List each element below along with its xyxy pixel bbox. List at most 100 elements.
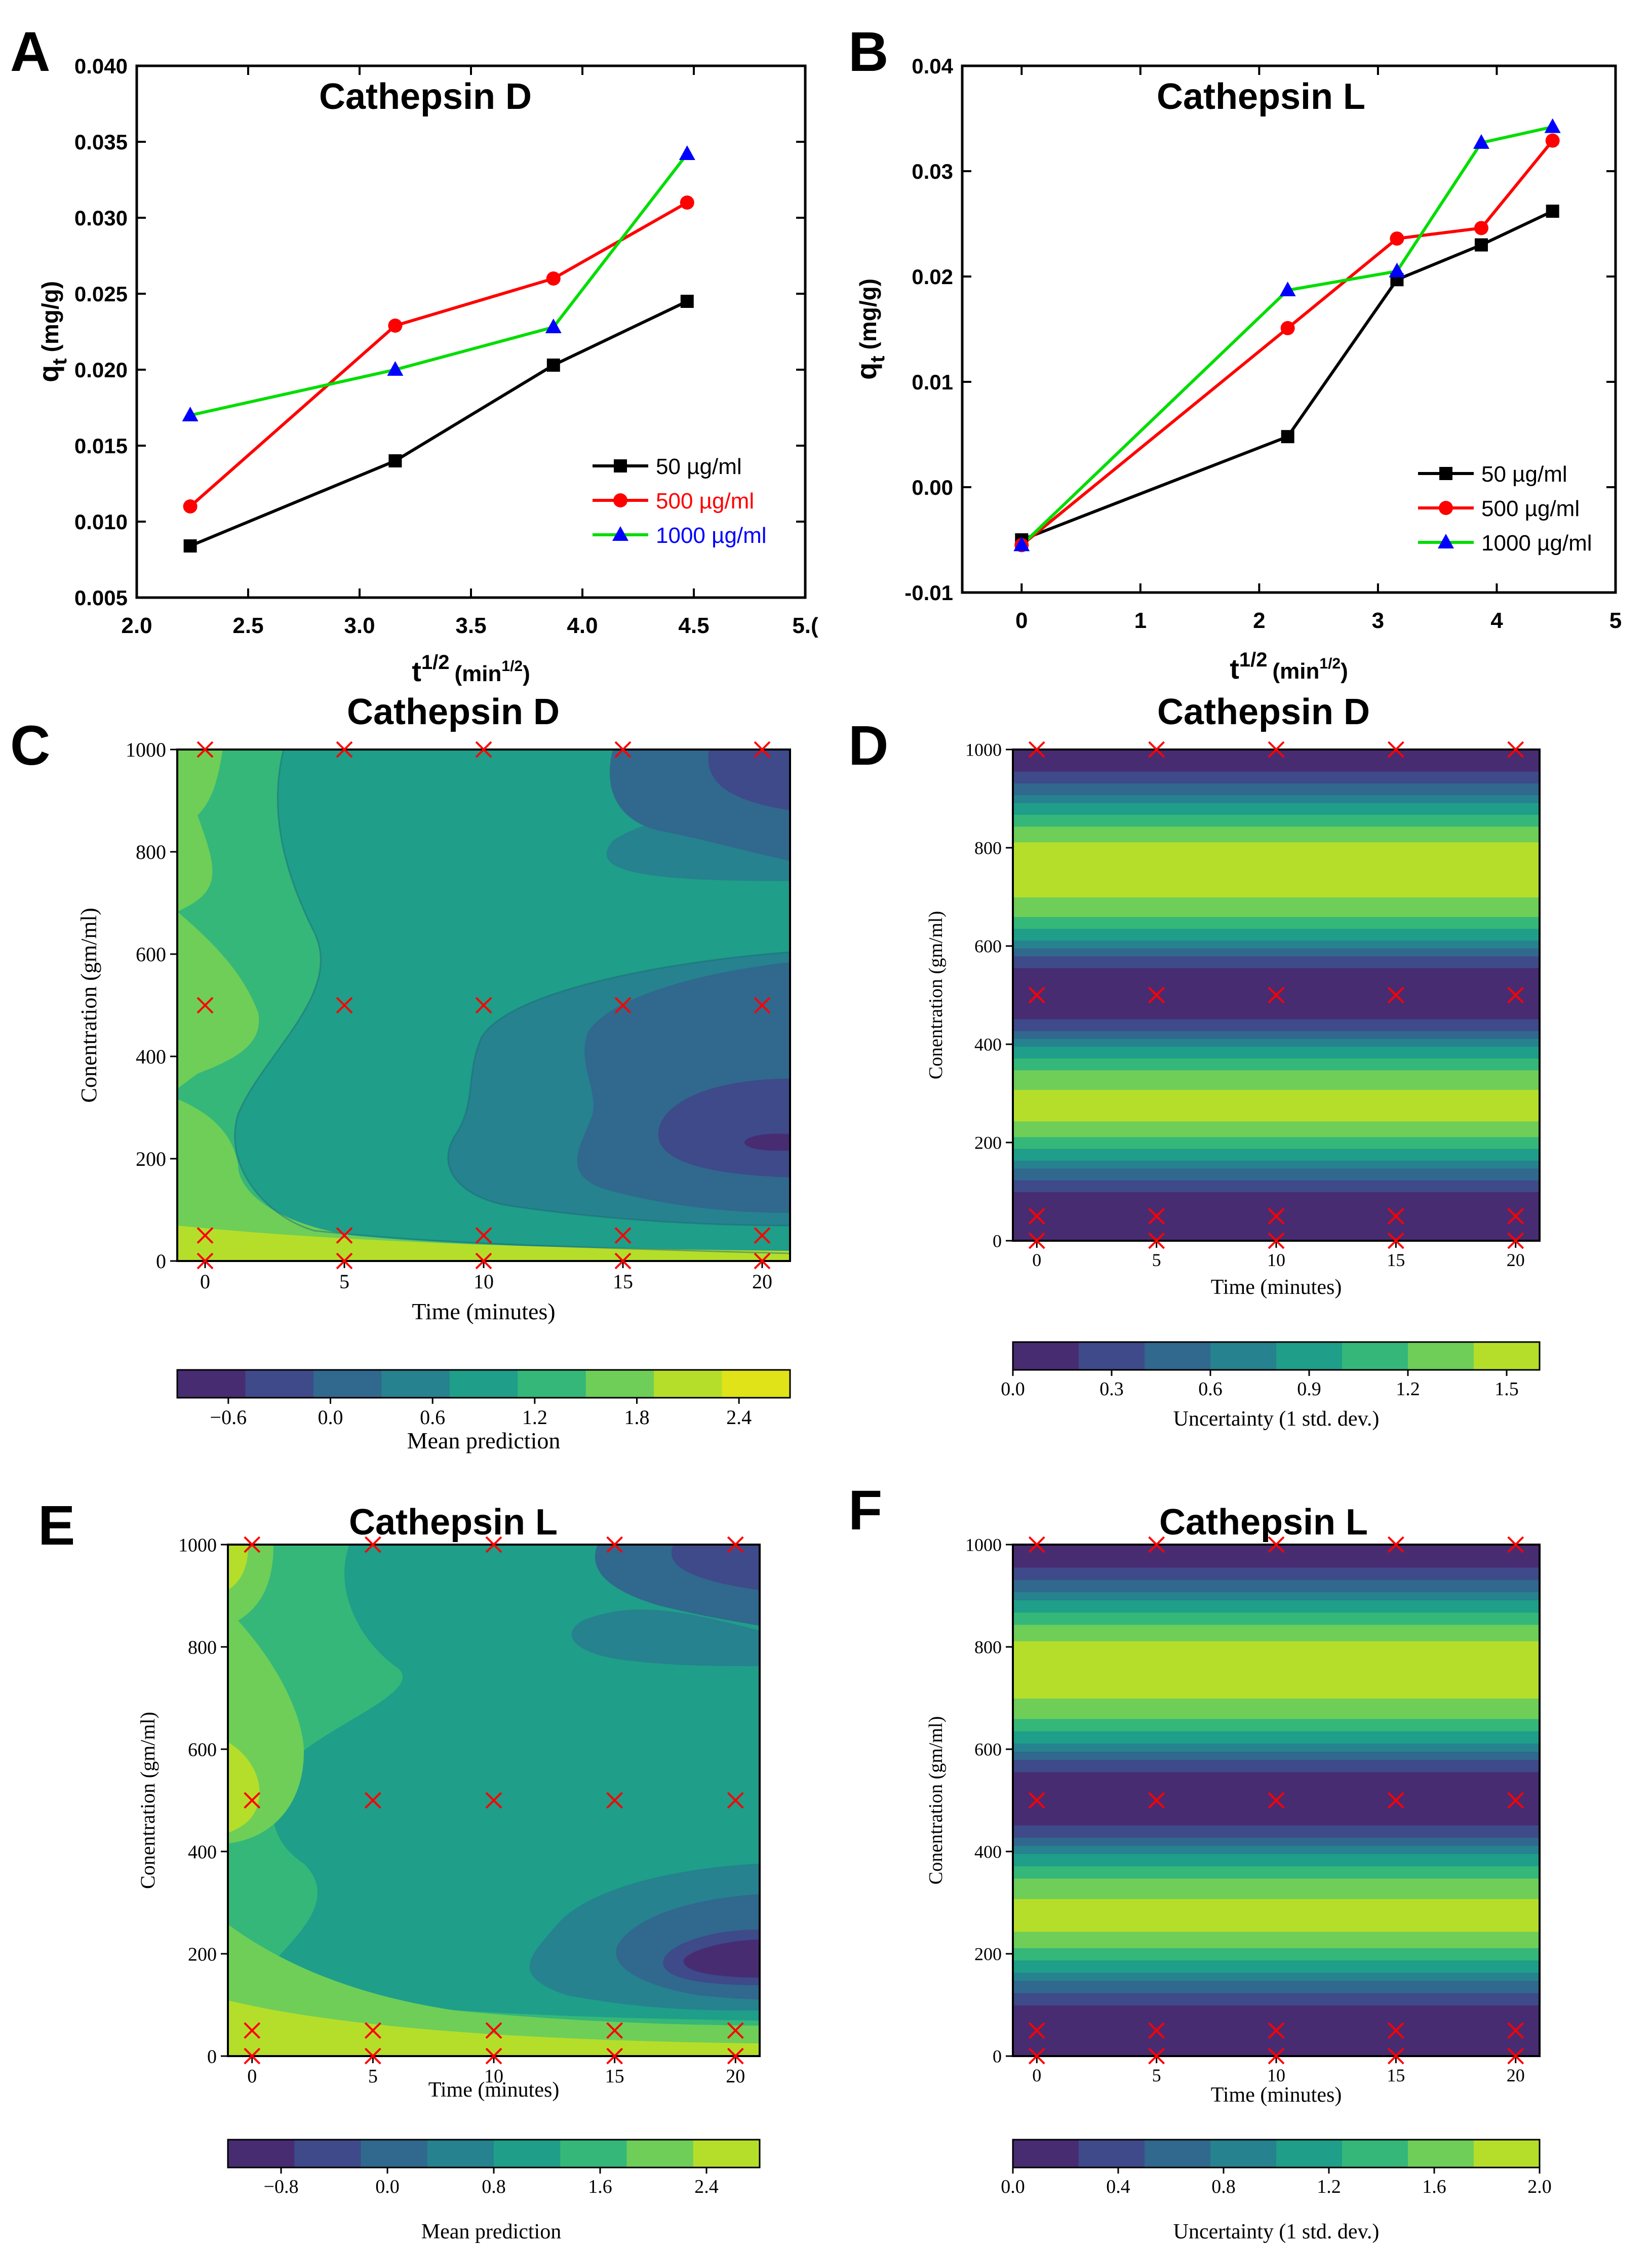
sample-x-marker xyxy=(475,741,492,758)
data-point xyxy=(183,499,198,514)
colorbar-swatch xyxy=(1079,2140,1145,2168)
chart-e-xlabel: Time (minutes) xyxy=(428,2078,560,2102)
chart-b-ylabel-unit: (mg/g) xyxy=(855,279,881,350)
uncertainty-band xyxy=(1013,1862,1540,1867)
uncertainty-band xyxy=(1013,920,1540,925)
colorbar-swatch xyxy=(1276,1342,1343,1370)
x-tick-label: 5 xyxy=(1152,2065,1161,2085)
colorbar-tick-label: 1.6 xyxy=(588,2176,612,2197)
uncertainty-band xyxy=(1013,1077,1540,1082)
chart-e-title: Cathepsin L xyxy=(349,1502,558,1543)
uncertainty-band xyxy=(1013,1923,1540,1928)
uncertainty-band xyxy=(1013,1081,1540,1086)
legend-label: 50 µg/ml xyxy=(656,454,742,479)
uncertainty-band xyxy=(1013,1054,1540,1059)
y-tick-label: 0 xyxy=(156,1250,166,1273)
uncertainty-band xyxy=(1013,795,1540,799)
x-tick-label: 0 xyxy=(1032,2065,1041,2085)
uncertainty-band xyxy=(1013,1890,1540,1895)
y-tick-label: 0.02 xyxy=(912,265,953,289)
uncertainty-band xyxy=(1013,1105,1540,1110)
chart-d-ylabel: Conentration (gm/ml) xyxy=(925,911,947,1079)
uncertainty-band xyxy=(1013,913,1540,917)
colorbar-swatch xyxy=(245,1370,314,1398)
colorbar-swatch xyxy=(177,1370,246,1398)
uncertainty-band xyxy=(1013,1878,1540,1883)
uncertainty-band xyxy=(1013,1596,1540,1601)
uncertainty-band xyxy=(1013,1817,1540,1822)
uncertainty-band xyxy=(1013,987,1540,992)
chart-b-ylabel-sub: t xyxy=(867,356,889,362)
uncertainty-band xyxy=(1013,1702,1540,1707)
sample-x-marker xyxy=(754,997,771,1014)
uncertainty-band xyxy=(1013,1919,1540,1924)
legend-label: 1000 µg/ml xyxy=(656,523,767,548)
contour-e-band-indigo xyxy=(671,1545,760,1590)
sample-x-marker xyxy=(485,2047,502,2065)
sample-x-marker xyxy=(485,1536,502,1553)
uncertainty-band xyxy=(1013,1972,1540,1977)
data-point xyxy=(387,361,404,376)
uncertainty-band xyxy=(1013,834,1540,839)
uncertainty-band xyxy=(1013,1751,1540,1756)
legend-marker xyxy=(1439,501,1453,515)
sample-x-marker xyxy=(1268,2047,1285,2065)
uncertainty-band xyxy=(1013,916,1540,921)
colorbar-swatch xyxy=(294,2140,361,2168)
sample-x-marker xyxy=(1148,1208,1165,1225)
chart-f-ylabel: Conentration (gm/ml) xyxy=(925,1716,947,1884)
uncertainty-band xyxy=(1013,1792,1540,1797)
y-tick-label: 200 xyxy=(136,1148,166,1170)
colorbar-tick-label: 0.0 xyxy=(318,1406,343,1429)
sample-x-marker xyxy=(485,1792,502,1809)
uncertainty-band xyxy=(1013,1845,1540,1850)
colorbar-tick-label: −0.8 xyxy=(264,2176,299,2197)
sample-x-marker xyxy=(1387,1536,1404,1553)
uncertainty-band xyxy=(1013,1085,1540,1090)
colorbar-swatch xyxy=(228,2140,295,2168)
uncertainty-band xyxy=(1013,849,1540,854)
uncertainty-band xyxy=(1013,991,1540,996)
legend-label: 50 µg/ml xyxy=(1481,462,1567,487)
chart-a-xlabel-sup: 1/2 xyxy=(421,651,450,674)
uncertainty-band xyxy=(1013,1223,1540,1228)
uncertainty-band xyxy=(1013,1628,1540,1633)
sample-x-marker xyxy=(727,2047,744,2065)
panel-letter-b: B xyxy=(848,21,888,83)
colorbar-swatch xyxy=(1210,1342,1277,1370)
uncertainty-band xyxy=(1013,1649,1540,1654)
contour-c-band-lime xyxy=(177,1226,790,1261)
uncertainty-band xyxy=(1013,1022,1540,1028)
sample-x-marker xyxy=(475,1227,492,1244)
chart-a-ylabel: qt (mg/g) xyxy=(32,281,71,382)
sample-x-marker xyxy=(1387,2047,1404,2065)
chart-c-colorbar: −0.6 0.0 0.6 1.2 1.8 2.4 xyxy=(176,1369,791,1429)
data-point xyxy=(546,271,561,286)
sample-x-marker xyxy=(1507,1232,1524,1249)
colorbar-tick-label: 2.4 xyxy=(694,2176,719,2197)
uncertainty-band xyxy=(1013,2005,1540,2010)
colorbar-swatch xyxy=(427,2140,494,2168)
sample-x-marker xyxy=(1387,741,1404,758)
contour-c-band-purple xyxy=(744,1133,790,1151)
uncertainty-band xyxy=(1013,1808,1540,1814)
colorbar-swatch xyxy=(626,2140,694,2168)
uncertainty-band xyxy=(1013,983,1540,988)
uncertainty-band xyxy=(1013,1575,1540,1580)
panel-letter-a: A xyxy=(10,21,50,83)
uncertainty-band xyxy=(1013,1195,1540,1200)
x-tick-label: 1 xyxy=(1134,608,1147,633)
uncertainty-band xyxy=(1013,1665,1540,1670)
uncertainty-band xyxy=(1013,1976,1540,1981)
uncertainty-band xyxy=(1013,1800,1540,1805)
uncertainty-band xyxy=(1013,782,1540,787)
uncertainty-band xyxy=(1013,1061,1540,1067)
colorbar-tick-label: 2.0 xyxy=(1527,2176,1552,2197)
uncertainty-band xyxy=(1013,786,1540,792)
y-tick-label: 0.020 xyxy=(74,358,128,382)
sample-x-marker xyxy=(1028,1232,1045,1249)
sample-x-marker xyxy=(1268,987,1285,1004)
sample-x-marker xyxy=(1028,2022,1045,2039)
